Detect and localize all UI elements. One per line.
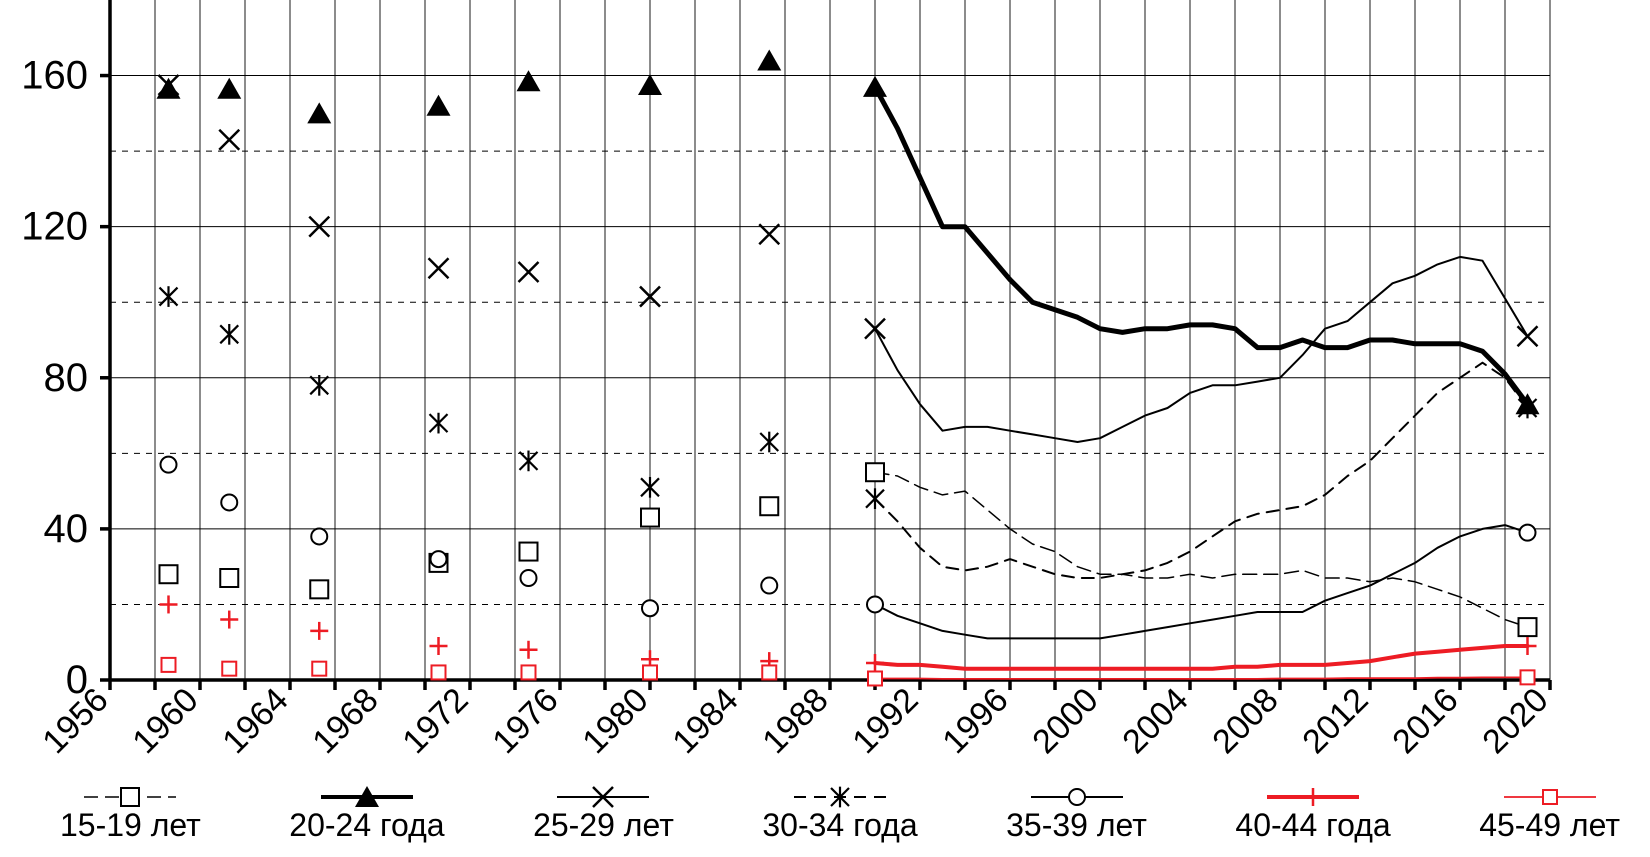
x-tick-label: 1984 [665,681,745,760]
x-tick-label: 2000 [1025,681,1105,760]
legend-item-s45_49: 45-49 лет [1479,785,1620,843]
x-tick-label: 2020 [1475,681,1555,760]
x-tick-label: 2012 [1295,681,1375,760]
x-tick-label: 2008 [1205,681,1285,760]
y-tick-label: 40 [44,507,89,551]
series-s30_34-scatter [160,286,779,497]
x-tick-label: 1996 [935,681,1015,760]
x-tick-label: 2016 [1385,681,1465,760]
x-tick-label: 1972 [395,681,475,760]
series-s25_29-line [865,257,1538,442]
series-s20_24-scatter [157,49,782,123]
x-tick-label: 1968 [305,681,385,760]
legend-swatch [790,785,890,809]
series-s40_44-line [866,637,1537,672]
legend-item-s20_24: 20-24 года [289,785,444,843]
chart-container: 0408012016019561960196419681972197619801… [0,0,1650,857]
series-s30_34-line [866,363,1537,578]
legend-item-s30_34: 30-34 года [762,785,917,843]
series-s35_39-line [867,525,1536,639]
series-s35_39-scatter [161,457,778,617]
x-tick-label: 1992 [845,681,925,760]
legend-label: 30-34 года [762,809,917,843]
plot-svg: 0408012016019561960196419681972197619801… [0,0,1650,760]
legend: 15-19 лет 20-24 года 25-29 лет 30-34 года 35… [60,785,1620,843]
x-tick-label: 1960 [125,681,205,760]
series-s20_24-line [863,76,1540,414]
y-tick-label: 160 [21,54,88,98]
legend-swatch [1263,785,1363,809]
legend-swatch [553,785,653,809]
legend-label: 25-29 лет [533,809,674,843]
y-tick-label: 120 [21,205,88,249]
legend-swatch [80,785,180,809]
legend-label: 15-19 лет [60,809,201,843]
legend-swatch [1500,785,1600,809]
x-tick-label: 1980 [575,681,655,760]
series-s15_19-scatter [160,497,779,598]
series-s45_49-line [868,670,1535,685]
legend-swatch [317,785,417,809]
series-s45_49-scatter [162,658,777,680]
legend-item-s40_44: 40-44 года [1235,785,1390,843]
legend-item-s25_29: 25-29 лет [533,785,674,843]
x-tick-label: 1988 [755,681,835,760]
legend-item-s15_19: 15-19 лет [60,785,201,843]
legend-label: 20-24 года [289,809,444,843]
x-tick-label: 2004 [1115,681,1195,760]
legend-label: 45-49 лет [1479,809,1620,843]
legend-label: 35-39 лет [1006,809,1147,843]
legend-swatch [1027,785,1127,809]
series-s25_29-scatter [159,75,780,307]
x-tick-label: 1964 [215,681,295,760]
x-tick-label: 1976 [485,681,565,760]
legend-label: 40-44 года [1235,809,1390,843]
y-tick-label: 80 [44,356,89,400]
series-s40_44-scatter [160,595,779,670]
legend-item-s35_39: 35-39 лет [1006,785,1147,843]
